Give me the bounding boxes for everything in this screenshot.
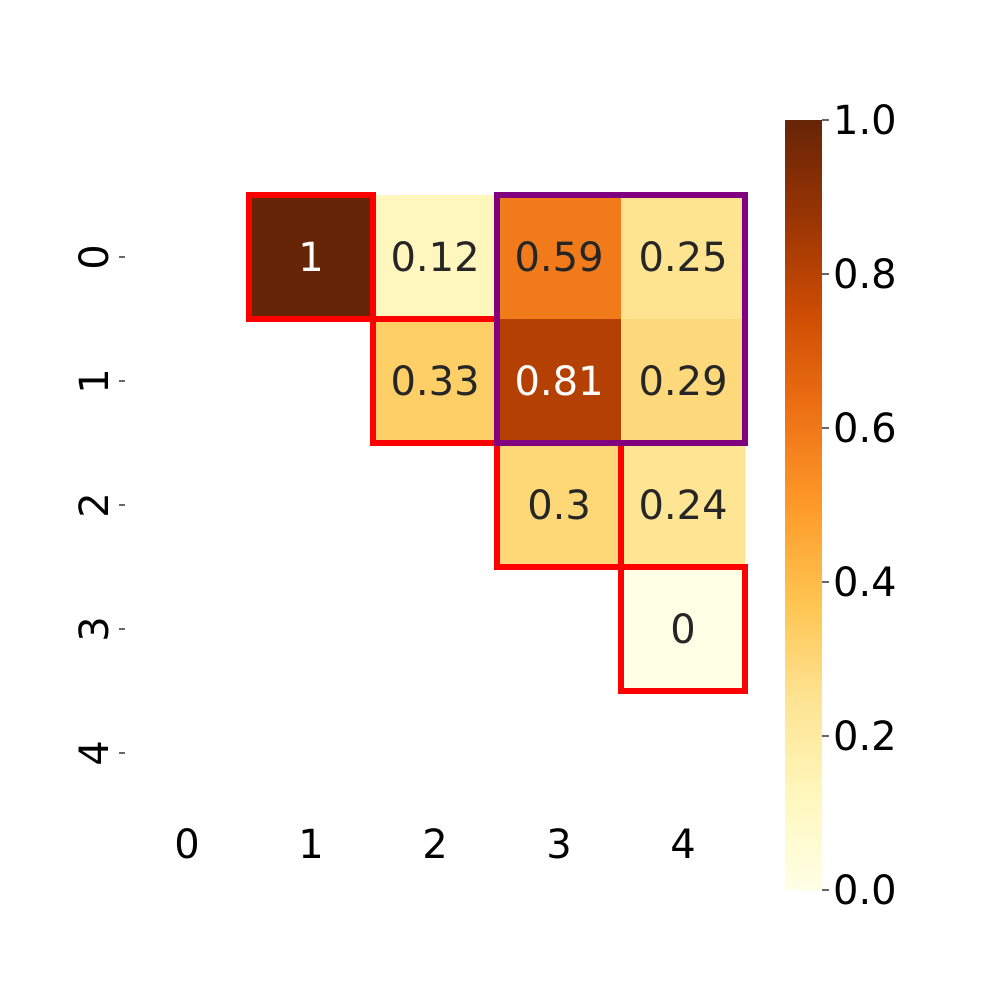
cell-value-label: 0.25: [638, 235, 727, 281]
x-tick-label: 3: [546, 822, 571, 868]
heatmap-cell: [249, 195, 374, 320]
heatmap-cell: [621, 567, 746, 692]
colorbar-gradient: [785, 120, 822, 890]
cell-value-label: 0.3: [527, 483, 591, 529]
cell-value-label: 0.33: [390, 359, 479, 405]
cell-labels: 1 0.12 0.59 0.25 0.33 0.81 0.29 0.3 0.24 0: [298, 235, 727, 653]
y-tick-label: 4: [72, 740, 118, 765]
y-tick-label: 1: [72, 368, 118, 393]
heatmap-cell: [621, 443, 746, 568]
x-tick-label: 0: [174, 822, 199, 868]
heatmap-cell: [497, 319, 622, 444]
colorbar-tick-label: 0.8: [833, 252, 897, 298]
x-tick-label: 2: [422, 822, 447, 868]
heatmap-cell: [373, 319, 498, 444]
heatmap-cell: [497, 443, 622, 568]
y-tick-label: 3: [72, 616, 118, 641]
cell-value-label: 0: [670, 607, 695, 653]
heatmap-cell: [621, 319, 746, 444]
colorbar-tick-label: 1.0: [833, 98, 897, 144]
cell-value-label: 0.12: [390, 235, 479, 281]
y-tick-label: 2: [72, 492, 118, 517]
x-tick-label: 4: [670, 822, 695, 868]
highlight-outlines: [246, 192, 748, 694]
colorbar: 0.0 0.2 0.4 0.6 0.8 1.0: [785, 98, 897, 914]
heatmap-cell: [621, 195, 746, 320]
colorbar-tick-label: 0.0: [833, 868, 897, 914]
highlight-outline: [494, 192, 748, 446]
x-axis: 0 1 2 3 4: [174, 822, 695, 868]
x-tick-label: 1: [298, 822, 323, 868]
cell-value-label: 0.24: [638, 483, 727, 529]
cell-value-label: 0.59: [514, 235, 603, 281]
heatmap-cell: [497, 195, 622, 320]
colorbar-tick-label: 0.6: [833, 406, 897, 452]
heatmap-cell: [373, 195, 498, 320]
cell-value-label: 0.29: [638, 359, 727, 405]
colorbar-tick-label: 0.4: [833, 560, 897, 606]
y-tick-label: 0: [72, 244, 118, 269]
heatmap-cells: [249, 195, 746, 692]
y-axis: 0 1 2 3 4: [72, 244, 125, 766]
colorbar-tick-label: 0.2: [833, 714, 897, 760]
cell-value-label: 0.81: [514, 359, 603, 405]
cell-value-label: 1: [298, 235, 323, 281]
